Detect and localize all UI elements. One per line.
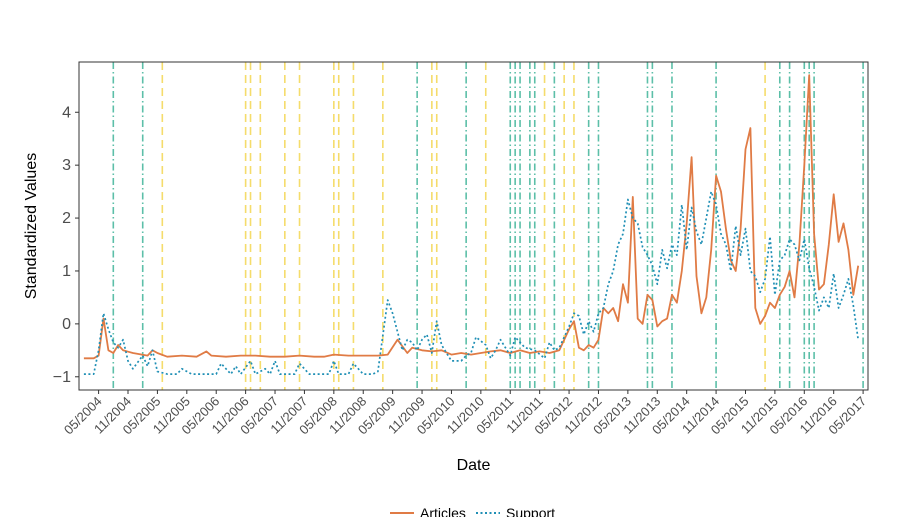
- y-tick-label: 1: [62, 263, 71, 280]
- y-tick-label: 3: [62, 157, 71, 174]
- legend-label-support: Support: [506, 505, 555, 517]
- series-line-articles: [83, 74, 860, 360]
- y-tick-label: −1: [53, 369, 71, 386]
- legend-label-articles: Articles: [420, 505, 466, 517]
- series-layer: [83, 74, 860, 375]
- x-axis: 05/200411/200405/200511/200505/200611/20…: [61, 390, 869, 437]
- legend: Articles Support: [390, 505, 555, 517]
- y-tick-label: 4: [62, 104, 71, 121]
- x-axis-title: Date: [457, 457, 491, 474]
- series-line-support: [83, 190, 860, 375]
- y-tick-label: 2: [62, 210, 71, 227]
- event-lines: [112, 62, 864, 390]
- plot-panel-border: [78, 61, 869, 391]
- y-tick-label: 0: [62, 316, 71, 333]
- y-axis: −1 0 1 2 3 4: [53, 104, 79, 386]
- y-axis-title: Standardized Values: [23, 153, 40, 299]
